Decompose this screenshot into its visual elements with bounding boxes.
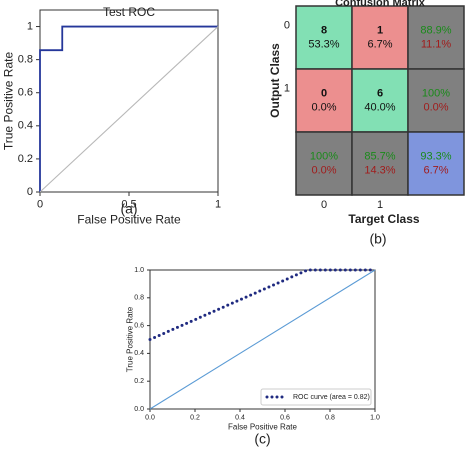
x-tick-label: 1.0 [370, 414, 380, 421]
cell-top-label: 85.7% [364, 150, 395, 162]
y-axis-label: True Positive Rate [1, 52, 15, 151]
y-tick-label: 0.4 [134, 350, 144, 357]
cell-bottom-label: 0.0% [311, 164, 336, 176]
x-tick-label: 1 [377, 199, 383, 211]
y-tick-label: 0 [27, 186, 33, 198]
x-tick-label: 0 [321, 199, 327, 211]
cell-bottom-label: 11.1% [421, 38, 452, 50]
caption: (a) [120, 201, 137, 217]
x-tick-label: 0 [37, 199, 43, 211]
y-tick-label: 0.4 [18, 120, 33, 132]
x-axis-label: False Positive Rate [228, 423, 297, 432]
plot-frame [39, 9, 219, 193]
y-tick-label: 0.8 [134, 295, 144, 302]
cell-top-label: 8 [321, 24, 327, 36]
cell-bottom-label: 40.0% [364, 101, 395, 113]
y-tick-label: 0 [284, 19, 290, 31]
cell-bottom-label: 0.0% [311, 101, 336, 113]
cell-top-label: 88.9% [420, 24, 451, 36]
y-tick-label: 0.6 [134, 322, 144, 329]
cell-top-label: 100% [422, 87, 450, 99]
cell-top-label: 1 [377, 24, 383, 36]
x-tick-label: 0.2 [190, 414, 200, 421]
caption: (b) [369, 231, 386, 247]
matrix-cell [351, 131, 409, 196]
y-axis-label: Output Class [268, 43, 282, 118]
matrix-cell [295, 131, 353, 196]
cell-top-label: 100% [310, 150, 338, 162]
y-tick-label: 0.2 [18, 153, 33, 165]
cell-bottom-label: 14.3% [364, 164, 395, 176]
x-tick-label: 0.0 [145, 414, 155, 421]
legend-label: ROC curve (area = 0.82) [293, 394, 370, 401]
cell-bottom-label: 6.7% [423, 164, 448, 176]
series-line [39, 26, 219, 193]
y-tick-label: 1 [27, 20, 33, 32]
cell-bottom-label: 0.0% [423, 101, 448, 113]
x-axis-label: Target Class [348, 212, 419, 226]
cell-top-label: 0 [321, 87, 327, 99]
y-tick-label: 0.2 [134, 378, 144, 385]
cell-bottom-label: 53.3% [308, 38, 339, 50]
y-axis-label: True Positive Rate [126, 306, 135, 372]
cell-top-label: 93.3% [420, 150, 451, 162]
caption: (c) [254, 431, 270, 447]
x-axis-label: False Positive Rate [77, 212, 181, 226]
chart-title: Confusion Matrix [335, 0, 426, 9]
y-tick-label: 1.0 [134, 267, 144, 274]
matrix-cell [407, 131, 465, 196]
x-tick-label: 0.5 [121, 199, 136, 211]
y-tick-label: 0.8 [18, 54, 33, 66]
matrix-cell [407, 68, 465, 133]
legend-box [260, 388, 372, 406]
x-tick-label: 0.6 [280, 414, 290, 421]
y-tick-label: 0.0 [134, 406, 144, 413]
y-tick-label: 0.6 [18, 87, 33, 99]
cell-top-label: 6 [377, 87, 383, 99]
chart-title: Test ROC [103, 5, 155, 19]
x-tick-label: 1 [215, 199, 221, 211]
x-tick-label: 0.8 [325, 414, 335, 421]
cell-bottom-label: 6.7% [367, 38, 392, 50]
y-tick-label: 1 [284, 82, 290, 94]
series-line [149, 269, 376, 410]
series-line [148, 268, 377, 341]
x-tick-label: 0.4 [235, 414, 245, 421]
series-line [39, 25, 218, 192]
